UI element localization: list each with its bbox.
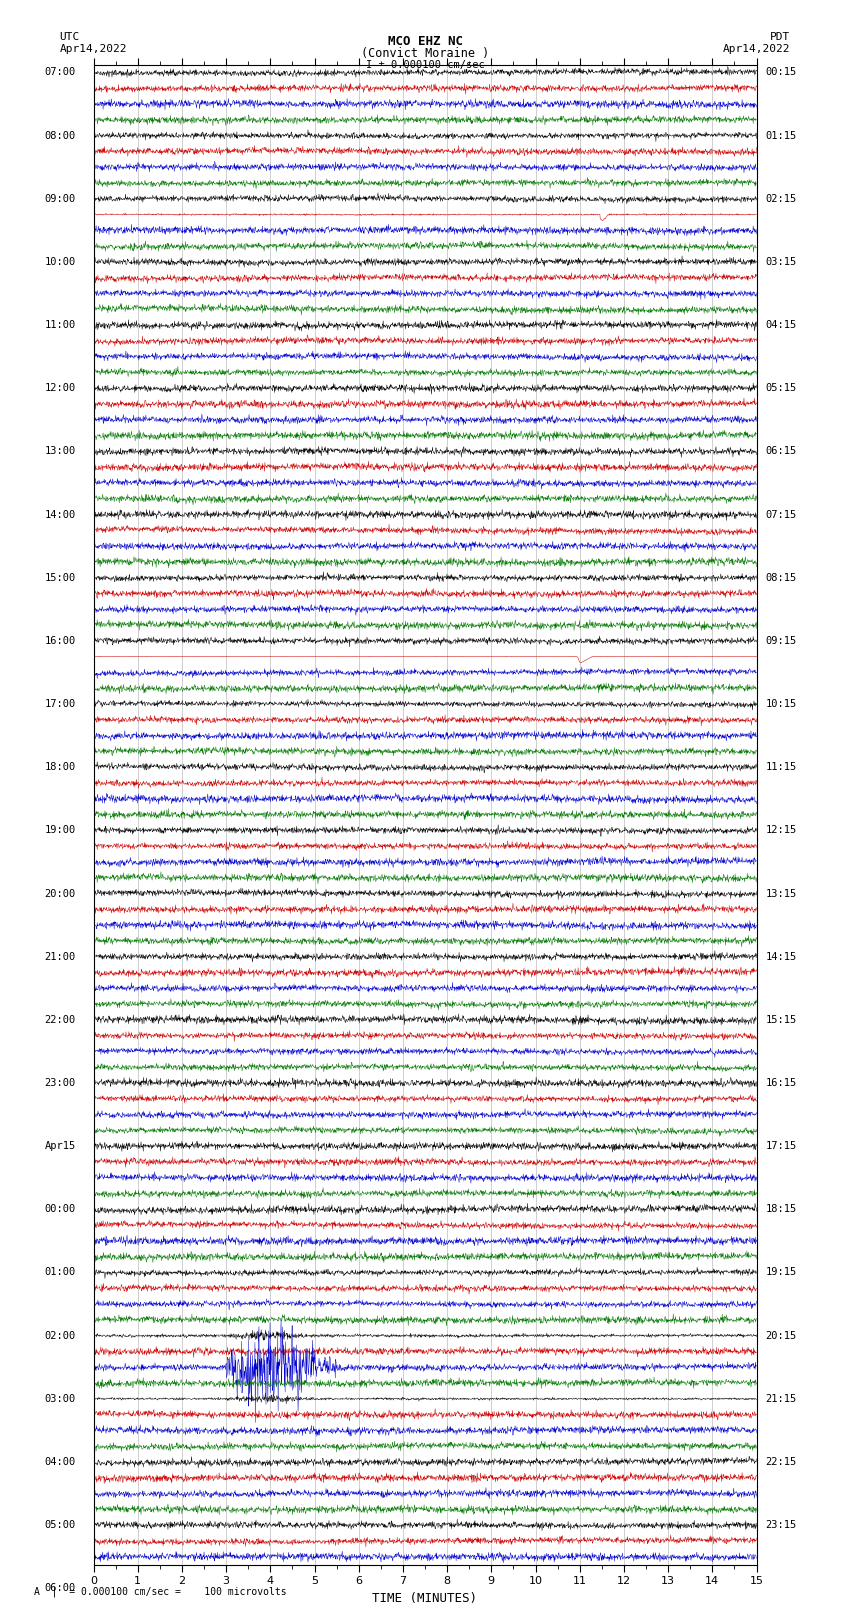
Text: 07:15: 07:15 [765, 510, 796, 519]
Text: PDT: PDT [770, 32, 790, 42]
Text: 18:00: 18:00 [44, 763, 76, 773]
Text: 04:00: 04:00 [44, 1457, 76, 1466]
Text: 16:00: 16:00 [44, 636, 76, 645]
Text: 08:15: 08:15 [765, 573, 796, 582]
Text: 22:15: 22:15 [765, 1457, 796, 1466]
Text: 13:00: 13:00 [44, 447, 76, 456]
Text: 23:00: 23:00 [44, 1077, 76, 1089]
Text: 04:15: 04:15 [765, 319, 796, 331]
Text: 06:15: 06:15 [765, 447, 796, 456]
Text: 05:15: 05:15 [765, 384, 796, 394]
Text: 09:00: 09:00 [44, 194, 76, 203]
Text: 19:00: 19:00 [44, 826, 76, 836]
Text: 09:15: 09:15 [765, 636, 796, 645]
Text: 05:00: 05:00 [44, 1519, 76, 1531]
Text: 08:00: 08:00 [44, 131, 76, 140]
Text: 02:00: 02:00 [44, 1331, 76, 1340]
Text: 17:15: 17:15 [765, 1140, 796, 1152]
X-axis label: TIME (MINUTES): TIME (MINUTES) [372, 1592, 478, 1605]
Text: 20:15: 20:15 [765, 1331, 796, 1340]
Text: 19:15: 19:15 [765, 1268, 796, 1277]
Text: 15:15: 15:15 [765, 1015, 796, 1024]
Text: 01:00: 01:00 [44, 1268, 76, 1277]
Text: 06:00: 06:00 [44, 1584, 76, 1594]
Text: 10:00: 10:00 [44, 256, 76, 266]
Text: 07:00: 07:00 [44, 68, 76, 77]
Text: 03:00: 03:00 [44, 1394, 76, 1403]
Text: 14:00: 14:00 [44, 510, 76, 519]
Text: 23:15: 23:15 [765, 1519, 796, 1531]
Text: 00:15: 00:15 [765, 68, 796, 77]
Text: Apr14,2022: Apr14,2022 [723, 44, 791, 53]
Text: 10:15: 10:15 [765, 698, 796, 710]
Text: 13:15: 13:15 [765, 889, 796, 898]
Text: 00:00: 00:00 [44, 1205, 76, 1215]
Text: UTC: UTC [60, 32, 80, 42]
Text: MCO EHZ NC: MCO EHZ NC [388, 35, 462, 48]
Text: Apr14,2022: Apr14,2022 [60, 44, 127, 53]
Text: 01:15: 01:15 [765, 131, 796, 140]
Text: 15:00: 15:00 [44, 573, 76, 582]
Text: Apr15: Apr15 [44, 1140, 76, 1152]
Text: 21:00: 21:00 [44, 952, 76, 961]
Text: 11:15: 11:15 [765, 763, 796, 773]
Text: I = 0.000100 cm/sec: I = 0.000100 cm/sec [366, 60, 484, 69]
Text: 03:15: 03:15 [765, 256, 796, 266]
Text: 12:15: 12:15 [765, 826, 796, 836]
Text: 21:15: 21:15 [765, 1394, 796, 1403]
Text: 11:00: 11:00 [44, 319, 76, 331]
Text: 20:00: 20:00 [44, 889, 76, 898]
Text: A  |  = 0.000100 cm/sec =    100 microvolts: A | = 0.000100 cm/sec = 100 microvolts [34, 1586, 286, 1597]
Text: 22:00: 22:00 [44, 1015, 76, 1024]
Text: 02:15: 02:15 [765, 194, 796, 203]
Text: 12:00: 12:00 [44, 384, 76, 394]
Text: (Convict Moraine ): (Convict Moraine ) [361, 47, 489, 60]
Text: 17:00: 17:00 [44, 698, 76, 710]
Text: 16:15: 16:15 [765, 1077, 796, 1089]
Text: 18:15: 18:15 [765, 1205, 796, 1215]
Text: 14:15: 14:15 [765, 952, 796, 961]
